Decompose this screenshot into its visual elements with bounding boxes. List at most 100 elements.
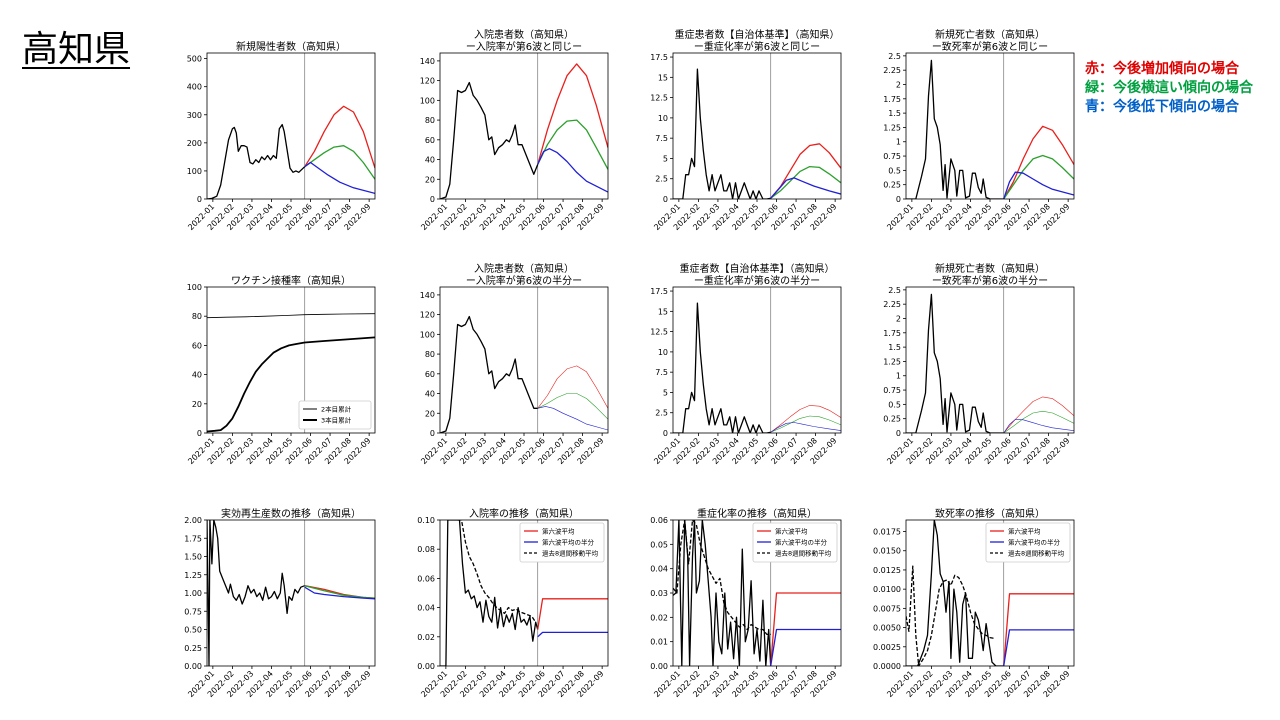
plot-frame xyxy=(206,52,376,200)
series-line-green xyxy=(537,119,608,170)
y-tick-label: 0.06 xyxy=(417,574,435,583)
y-tick-label: 12.5 xyxy=(650,94,668,103)
series-line-black xyxy=(207,123,306,199)
chart-severe-same: 重症患者数【自治体基準】（高知県）ー重症化率が第6波と同じー 0 2.5 5 7.5 10… xyxy=(650,28,842,232)
y-tick-label: 0.00 xyxy=(650,662,668,671)
y-tick-label: 20 xyxy=(425,409,435,418)
chart-title: 実効再生産数の推移（高知県） xyxy=(221,507,361,520)
plot-frame xyxy=(206,286,376,434)
series-line-red xyxy=(537,365,608,409)
series-line-green xyxy=(304,585,375,599)
chart-deaths-half: 新規死亡者数（高知県）ー致死率が第6波の半分ー 0 0.25 0.5 0.75 1 1.25… xyxy=(883,262,1075,466)
y-tick-label: 10 xyxy=(658,348,668,357)
chart-new-cases: 新規陽性者数（高知県）01002003004005002022-012022-0… xyxy=(186,40,376,232)
y-tick-label: 300 xyxy=(187,111,202,120)
page-title: 高知県 xyxy=(22,29,131,70)
series-line-red xyxy=(537,598,608,630)
y-tick-label: 0.00 xyxy=(417,662,435,671)
series-line-black xyxy=(440,81,539,199)
y-tick-label: 0.0000 xyxy=(873,662,901,671)
legend-note-red: 赤：今後増加傾向の場合 xyxy=(1085,61,1239,77)
series-line-blue xyxy=(537,406,608,431)
series-line-red xyxy=(770,592,841,666)
y-tick-label: 5 xyxy=(663,154,668,163)
y-tick-label: 1 xyxy=(896,138,901,147)
y-tick-label: 0.5 xyxy=(888,166,901,175)
chart-severe-half: 重症者数【自治体基準】（高知県）ー重症化率が第6波の半分ー 0 2.5 5 7.5 10 1… xyxy=(650,262,842,466)
legend-label: 第六波平均の半分 xyxy=(1008,538,1061,547)
legend-label: 第六波平均の半分 xyxy=(542,538,595,547)
y-tick-label: 0.04 xyxy=(417,604,435,613)
plot-frame xyxy=(905,286,1075,434)
plot-frame xyxy=(672,286,842,434)
y-tick-label: 17.5 xyxy=(650,53,668,62)
color-legend-notes: 赤：今後増加傾向の場合 緑：今後横這い傾向の場合 青：今後低下傾向の場合 xyxy=(1085,60,1253,117)
y-tick-label: 7.5 xyxy=(655,368,668,377)
series-line-black-dashed xyxy=(457,520,537,623)
y-tick-label: 0 xyxy=(896,195,901,204)
y-tick-label: 1.75 xyxy=(184,534,202,543)
chart-severe-rate: 重症化率の推移（高知県） 0.00 0.01 0.02 0.03 0.04 0.05 0.06… xyxy=(650,507,842,699)
series-line-blue xyxy=(1003,171,1074,199)
y-tick-label: 0.75 xyxy=(883,386,901,395)
y-tick-label: 1.25 xyxy=(184,571,202,580)
chart-rt: 実効再生産数の推移（高知県） 0.00 0.25 0.50 0.75 1.00 1.25 1.… xyxy=(184,507,376,699)
series-line-black-dashed xyxy=(673,520,771,636)
series-line-green xyxy=(537,393,608,420)
y-tick-label: 40 xyxy=(192,371,202,380)
legend-label: 2本目累計 xyxy=(321,405,352,414)
y-tick-label: 120 xyxy=(420,77,435,86)
series-line-blue xyxy=(770,628,841,666)
series-line-blue xyxy=(1003,419,1074,433)
series-line-black xyxy=(207,336,375,433)
y-tick-label: 0.02 xyxy=(417,633,435,642)
y-tick-label: 200 xyxy=(187,139,202,148)
y-tick-label: 0.06 xyxy=(650,516,668,525)
y-tick-label: 2.00 xyxy=(184,516,202,525)
y-tick-label: 0.5 xyxy=(888,400,901,409)
y-tick-label: 0.0125 xyxy=(873,566,901,575)
chart-title: 重症者数【自治体基準】（高知県） xyxy=(680,262,835,275)
series-line-red xyxy=(1003,125,1074,199)
y-tick-label: 100 xyxy=(187,167,202,176)
legend-box xyxy=(985,522,1071,563)
y-tick-label: 2.5 xyxy=(888,52,901,61)
y-tick-label: 100 xyxy=(187,283,202,292)
y-tick-label: 0 xyxy=(430,195,435,204)
y-tick-label: 0.00 xyxy=(184,662,202,671)
y-tick-label: 1.25 xyxy=(883,357,901,366)
y-tick-label: 0.0100 xyxy=(873,585,901,594)
series-line-black xyxy=(673,520,772,666)
series-line-blue xyxy=(770,177,841,199)
y-tick-label: 0.50 xyxy=(184,626,202,635)
y-tick-label: 0.03 xyxy=(650,589,668,598)
plot-frame xyxy=(905,519,1075,667)
y-tick-label: 0.02 xyxy=(650,613,668,622)
y-tick-label: 5 xyxy=(663,388,668,397)
chart-title: ワクチン接種率（高知県） xyxy=(231,274,351,287)
y-tick-label: 0 xyxy=(896,429,901,438)
series-line-black xyxy=(673,302,771,433)
chart-inpatients-half: 入院患者数（高知県）ー入院率が第6波の半分ー 0 20 40 60 80 100 120 140… xyxy=(419,262,609,466)
chart-title: ー入院率が第6波と同じー xyxy=(466,40,582,53)
series-line-blue xyxy=(537,148,608,193)
y-tick-label: 1.5 xyxy=(888,343,901,352)
series-line-black-dashed xyxy=(906,565,995,666)
y-tick-label: 20 xyxy=(425,175,435,184)
y-tick-label: 0.10 xyxy=(417,516,435,525)
series-line-black xyxy=(207,313,375,319)
legend-note-blue: 青：今後低下傾向の場合 xyxy=(1085,99,1239,115)
chart-title: 入院患者数（高知県） xyxy=(474,262,574,275)
legend-note-green: 緑：今後横這い傾向の場合 xyxy=(1085,80,1253,96)
series-line-red xyxy=(770,405,841,433)
y-tick-label: 2.5 xyxy=(888,286,901,295)
series-line-black xyxy=(440,315,538,433)
plot-frame xyxy=(439,519,609,667)
series-line-black xyxy=(906,293,1004,433)
legend-label: 過去8週間移動平均 xyxy=(1008,549,1065,558)
series-line-black xyxy=(440,520,539,666)
chart-title: ー致死率が第6波と同じー xyxy=(932,40,1048,53)
y-tick-label: 60 xyxy=(425,136,435,145)
legend-label: 第六波平均 xyxy=(1008,527,1041,536)
y-tick-label: 100 xyxy=(420,330,435,339)
